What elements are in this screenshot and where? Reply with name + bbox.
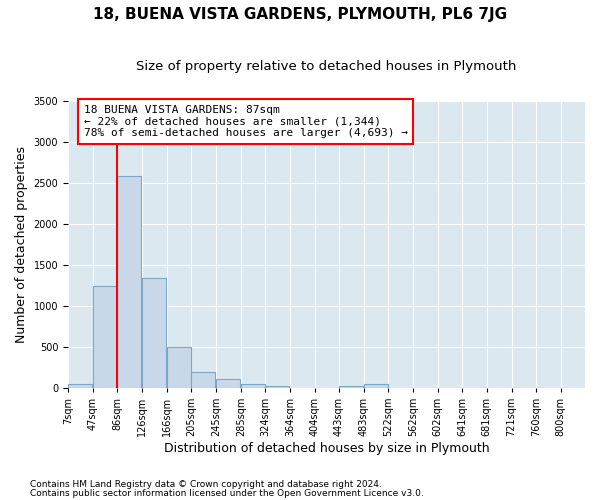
Bar	[191, 372, 215, 388]
Bar	[117, 176, 142, 388]
Text: 18 BUENA VISTA GARDENS: 87sqm
← 22% of detached houses are smaller (1,344)
78% o: 18 BUENA VISTA GARDENS: 87sqm ← 22% of d…	[83, 105, 407, 138]
Bar	[93, 286, 117, 388]
Bar	[339, 386, 363, 388]
Text: Contains public sector information licensed under the Open Government Licence v3: Contains public sector information licen…	[30, 488, 424, 498]
Text: Contains HM Land Registry data © Crown copyright and database right 2024.: Contains HM Land Registry data © Crown c…	[30, 480, 382, 489]
Text: 18, BUENA VISTA GARDENS, PLYMOUTH, PL6 7JG: 18, BUENA VISTA GARDENS, PLYMOUTH, PL6 7…	[93, 8, 507, 22]
Bar	[216, 379, 240, 388]
Bar	[265, 386, 289, 388]
Bar	[167, 347, 191, 388]
Bar	[68, 384, 92, 388]
Bar	[142, 278, 166, 388]
Title: Size of property relative to detached houses in Plymouth: Size of property relative to detached ho…	[136, 60, 517, 73]
Bar	[364, 384, 388, 388]
Y-axis label: Number of detached properties: Number of detached properties	[15, 146, 28, 342]
Bar	[241, 384, 265, 388]
X-axis label: Distribution of detached houses by size in Plymouth: Distribution of detached houses by size …	[164, 442, 490, 455]
